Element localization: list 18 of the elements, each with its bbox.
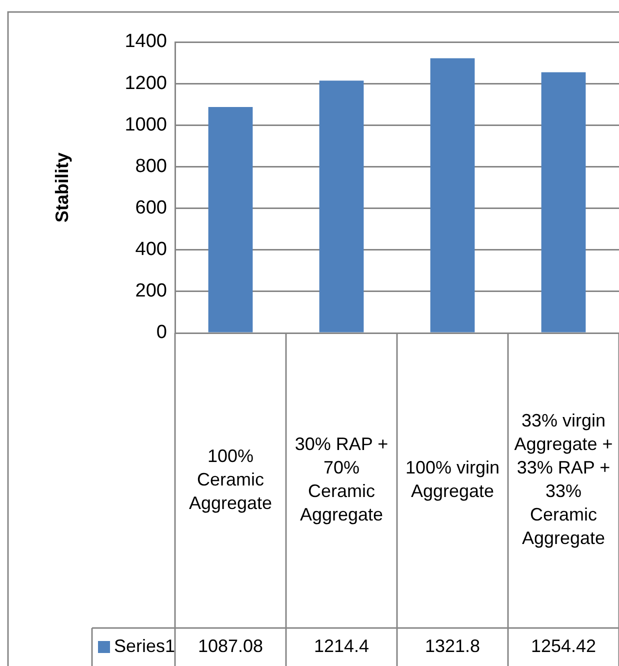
y-tick-label: 600 [135,198,167,219]
x-tick-label: 100% Ceramic Aggregate [188,446,272,513]
y-tick-label: 200 [135,280,167,302]
y-tick-label: 800 [135,156,167,177]
y-tick-label: 1400 [124,31,167,52]
y-axis-title: Stability [52,152,72,223]
y-tick-label: 1000 [124,114,167,136]
y-tick-label: 400 [135,239,167,260]
data-label: 1087.08 [198,636,264,656]
x-tick-label: 100% virgin Aggregate [405,458,500,502]
y-tick-label: 0 [156,322,167,344]
y-tick-label: 1200 [124,72,167,94]
x-tick-label: 30% RAP + 70% Ceramic Aggregate [294,434,388,525]
data-label: 1254.42 [530,636,596,656]
data-label: 1321.8 [424,636,480,656]
x-tick-label: 33% virgin Aggregate + 33% RAP + 33% Ceramic Aggregate [514,410,613,548]
legend-label: Series1 [114,636,176,656]
data-label: 1214.4 [314,636,370,656]
